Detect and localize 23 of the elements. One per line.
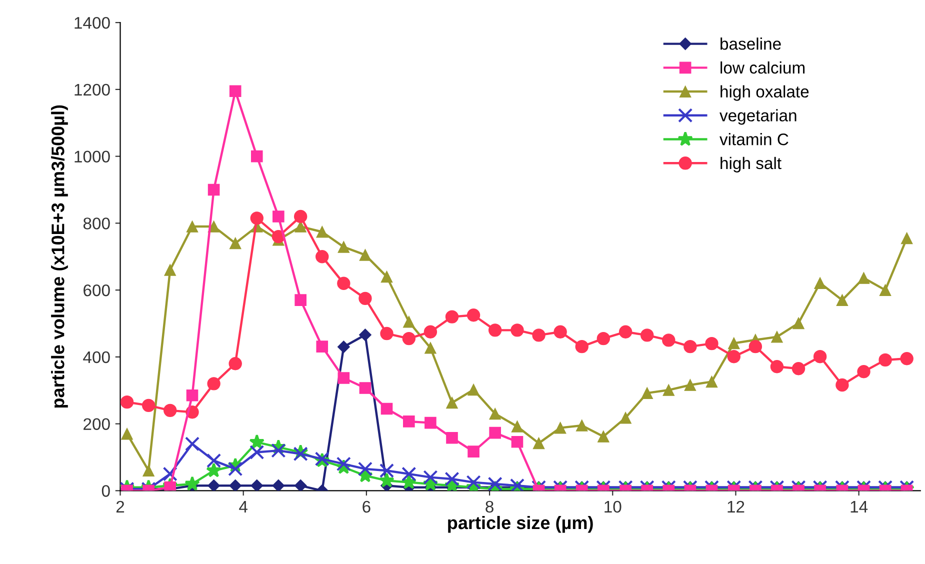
y-axis-title: particle volume (x10E+3 µm3/500µl)	[51, 105, 68, 408]
y-tick-label: 800	[83, 218, 110, 230]
x-tick-label: 2	[116, 500, 124, 512]
legend-label: low calcium	[720, 61, 805, 74]
y-tick-label: 1000	[74, 150, 110, 163]
x-tick-label: 12	[728, 500, 744, 512]
legend-label: vitamin C	[720, 133, 788, 146]
x-tick-label: 8	[486, 500, 494, 513]
legend-label: high oxalate	[720, 85, 809, 101]
y-tick-label: 400	[83, 351, 110, 364]
legend-label: vegetarian	[720, 109, 796, 125]
legend-label: baseline	[720, 38, 781, 50]
y-tick-label: 0	[102, 485, 110, 497]
x-tick-label: 10	[604, 500, 622, 513]
y-tick-label: 600	[84, 284, 110, 296]
x-tick-label: 4	[239, 501, 248, 512]
y-tick-label: 1400	[74, 16, 110, 29]
x-tick-label: 6	[362, 500, 370, 513]
y-tick-label: 1200	[74, 84, 110, 96]
x-tick-label: 14	[850, 501, 868, 512]
legend-label: high salt	[720, 156, 782, 172]
x-axis-title: particle size (µm)	[448, 516, 593, 533]
y-tick-label: 200	[84, 418, 110, 430]
